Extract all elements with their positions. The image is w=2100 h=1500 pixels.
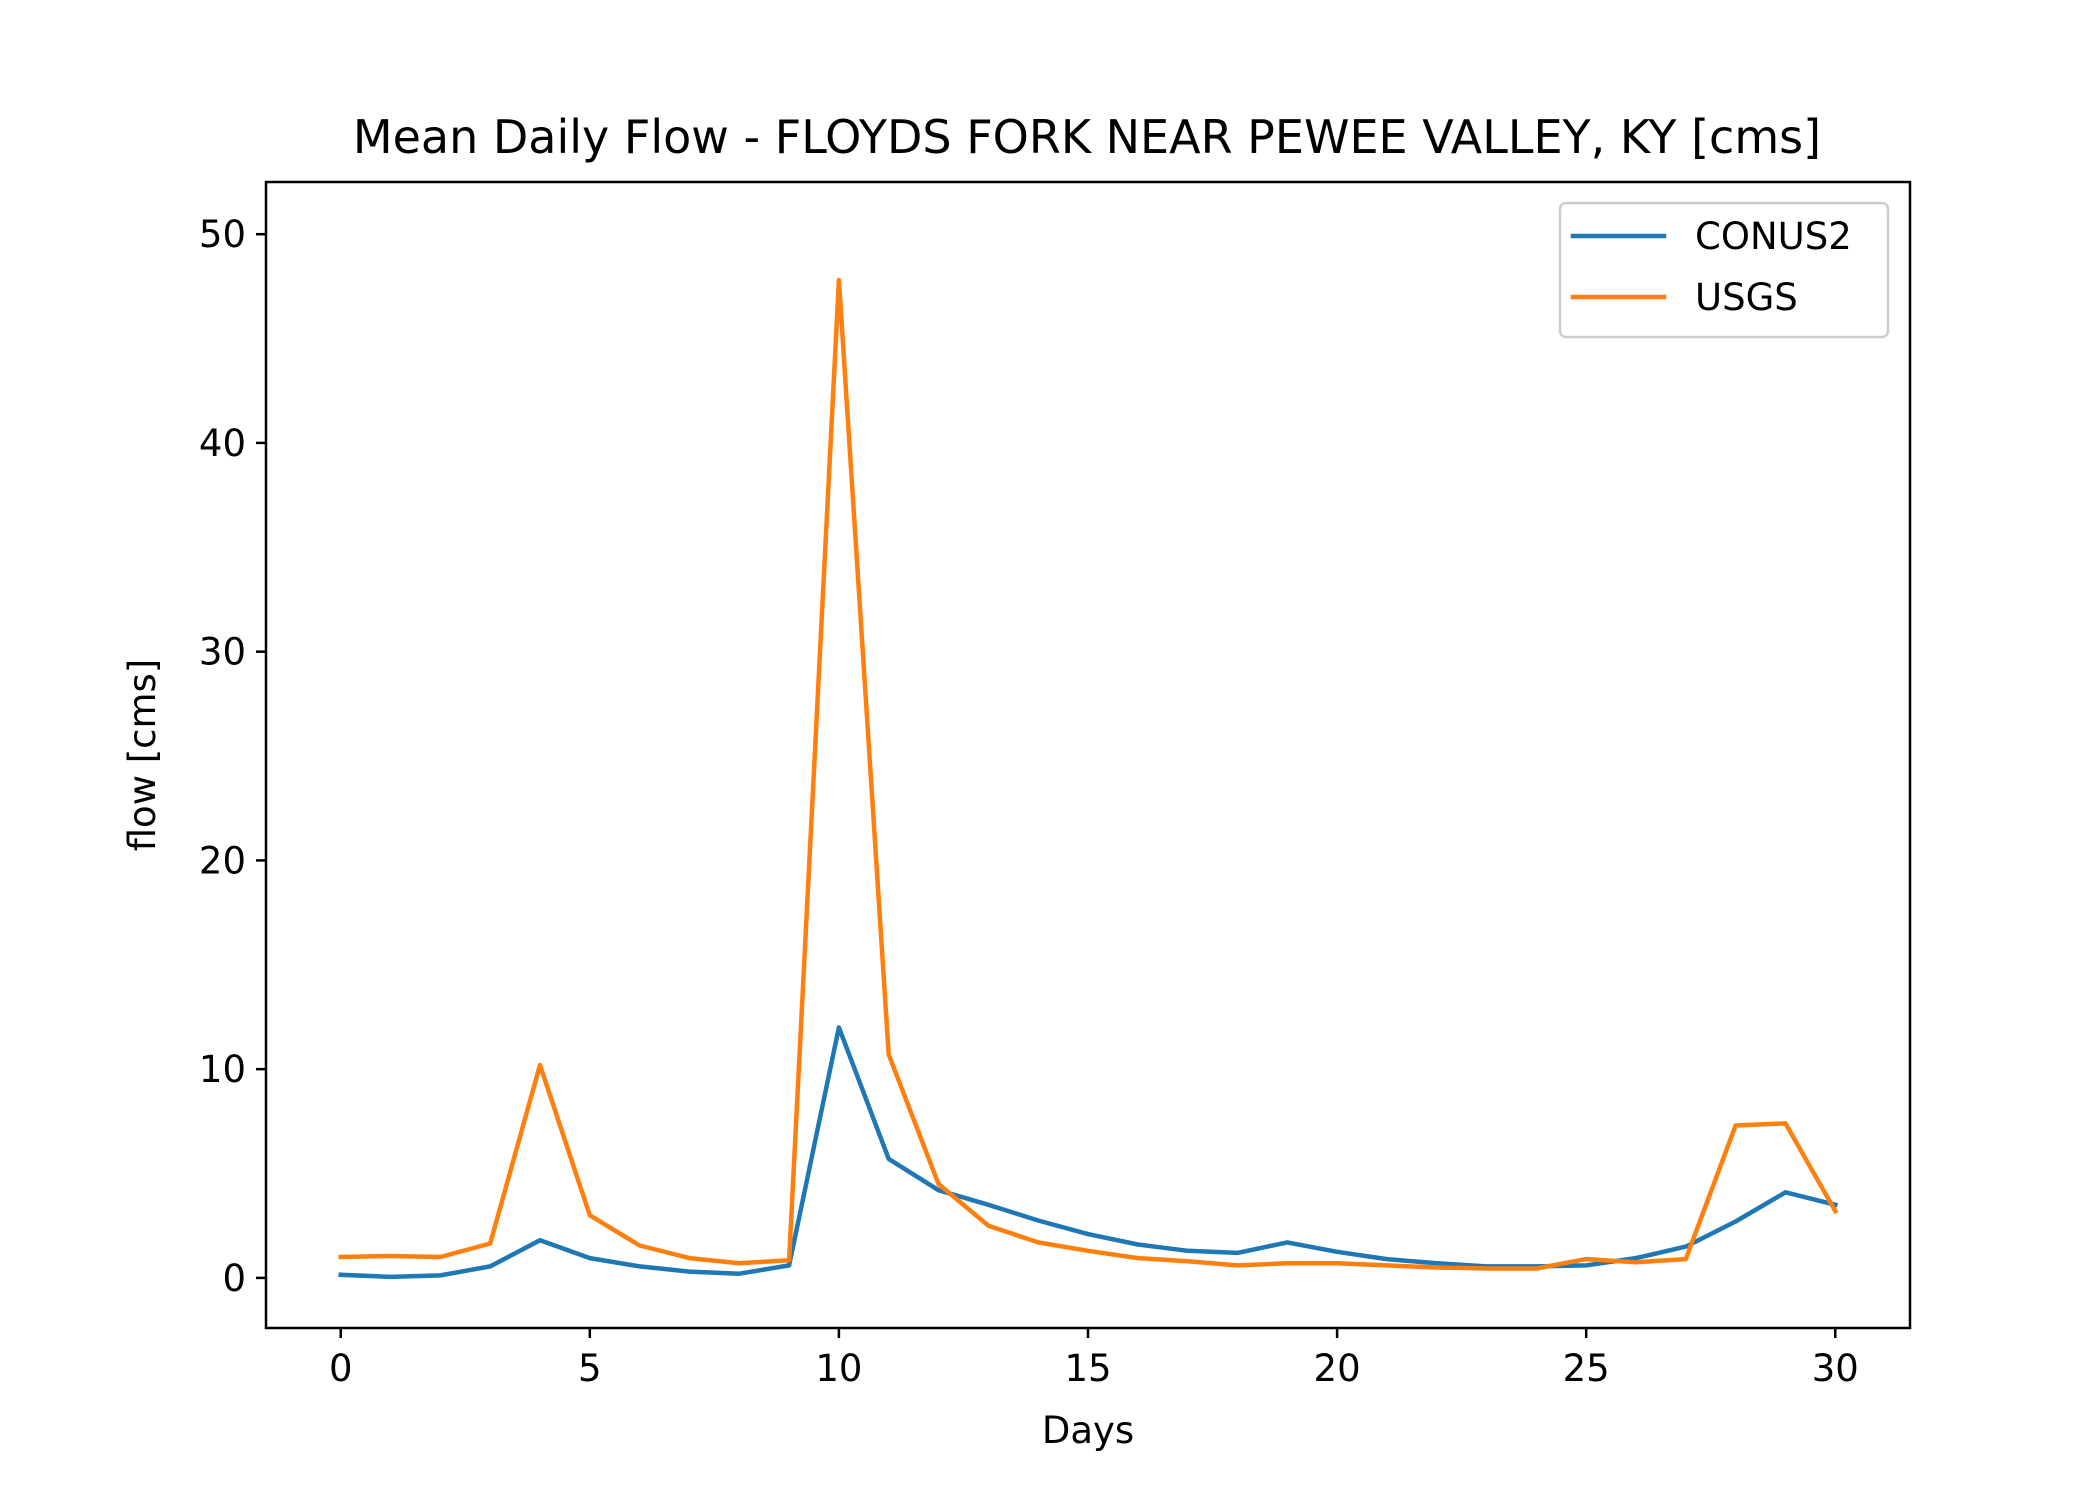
y-tick-label: 50 — [199, 213, 246, 256]
y-tick-label: 40 — [199, 422, 246, 465]
y-tick-label: 0 — [222, 1257, 246, 1300]
y-axis: 0 10 20 30 40 50 — [199, 213, 266, 1300]
y-tick-label: 10 — [199, 1048, 246, 1091]
x-axis-label: Days — [1042, 1409, 1134, 1452]
y-tick-label: 30 — [199, 631, 246, 674]
legend-label-conus2: CONUS2 — [1695, 215, 1852, 258]
x-tick-label: 25 — [1563, 1347, 1610, 1390]
x-tick-label: 20 — [1314, 1347, 1361, 1390]
x-tick-label: 10 — [815, 1347, 862, 1390]
legend: CONUS2 USGS — [1558, 201, 1890, 339]
x-tick-label: 5 — [578, 1347, 602, 1390]
series-line-usgs — [338, 277, 1839, 1271]
chart-title: Mean Daily Flow - FLOYDS FORK NEAR PEWEE… — [353, 110, 1821, 164]
y-tick-label: 20 — [199, 839, 246, 882]
x-tick-label: 15 — [1064, 1347, 1111, 1390]
x-tick-label: 30 — [1812, 1347, 1859, 1390]
x-tick-label: 0 — [329, 1347, 353, 1390]
y-axis-label: flow [cms] — [121, 659, 164, 852]
plot-lines — [338, 277, 1839, 1280]
plot-frame — [264, 180, 1912, 1330]
legend-label-usgs: USGS — [1695, 276, 1798, 319]
x-axis: 0 5 10 15 20 25 30 — [329, 1328, 1859, 1390]
series-line-conus2 — [338, 1025, 1839, 1280]
